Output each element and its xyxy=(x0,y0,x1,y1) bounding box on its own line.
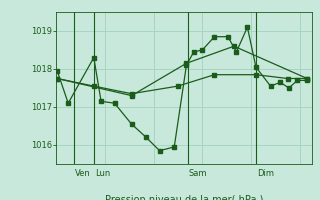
Text: Dim: Dim xyxy=(257,169,274,178)
Text: Pression niveau de la mer( hPa ): Pression niveau de la mer( hPa ) xyxy=(105,194,263,200)
Text: Sam: Sam xyxy=(189,169,207,178)
Text: Lun: Lun xyxy=(95,169,110,178)
Text: Ven: Ven xyxy=(75,169,91,178)
